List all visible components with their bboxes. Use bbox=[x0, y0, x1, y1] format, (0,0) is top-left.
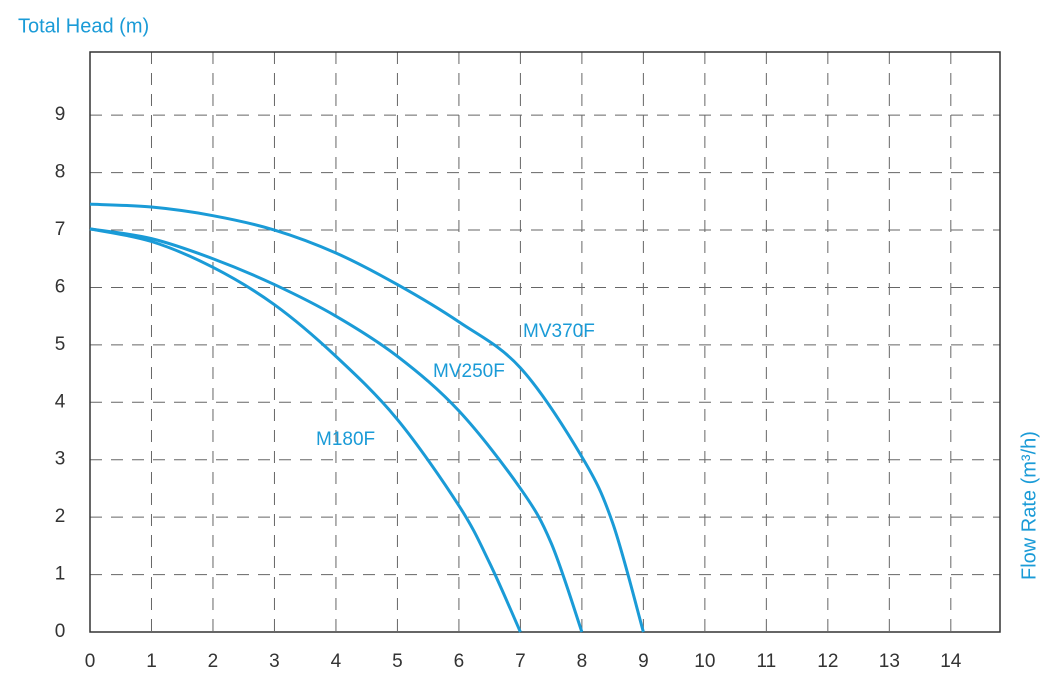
x-axis-title: Flow Rate (m³/h) bbox=[1018, 431, 1040, 580]
series-line bbox=[89, 227, 522, 633]
x-tick-label: 1 bbox=[146, 651, 157, 672]
y-tick-label: 4 bbox=[55, 391, 66, 412]
series-label: MV250F bbox=[433, 361, 505, 382]
x-tick-label: 4 bbox=[331, 651, 342, 672]
x-tick-label: 14 bbox=[940, 651, 962, 672]
series-label: M180F bbox=[316, 429, 375, 450]
x-tick-label: 12 bbox=[817, 651, 838, 672]
y-tick-label: 2 bbox=[55, 506, 66, 527]
y-axis-title: Total Head (m) bbox=[18, 15, 149, 37]
y-tick-label: 7 bbox=[55, 219, 66, 240]
y-tick-label: 9 bbox=[55, 104, 66, 125]
y-tick-label: 5 bbox=[55, 334, 66, 355]
y-tick-label: 1 bbox=[55, 564, 66, 585]
x-tick-label: 8 bbox=[577, 651, 588, 672]
x-tick-label: 10 bbox=[694, 651, 715, 672]
x-tick-label: 0 bbox=[85, 651, 96, 672]
y-tick-label: 0 bbox=[55, 621, 66, 642]
series-line bbox=[89, 227, 584, 633]
x-tick-label: 6 bbox=[454, 651, 465, 672]
x-tick-label: 11 bbox=[756, 651, 776, 672]
x-tick-label: 3 bbox=[269, 651, 280, 672]
x-tick-label: 13 bbox=[879, 651, 900, 672]
x-tick-label: 7 bbox=[515, 651, 526, 672]
x-tick-label: 2 bbox=[208, 651, 219, 672]
y-tick-label: 3 bbox=[55, 449, 66, 470]
y-tick-label: 6 bbox=[55, 276, 66, 297]
series-label: MV370F bbox=[523, 321, 595, 342]
plot-frame bbox=[89, 51, 1001, 633]
series-line bbox=[89, 202, 645, 633]
x-tick-label: 9 bbox=[638, 651, 649, 672]
x-tick-label: 5 bbox=[392, 651, 403, 672]
y-tick-label: 8 bbox=[55, 162, 66, 183]
